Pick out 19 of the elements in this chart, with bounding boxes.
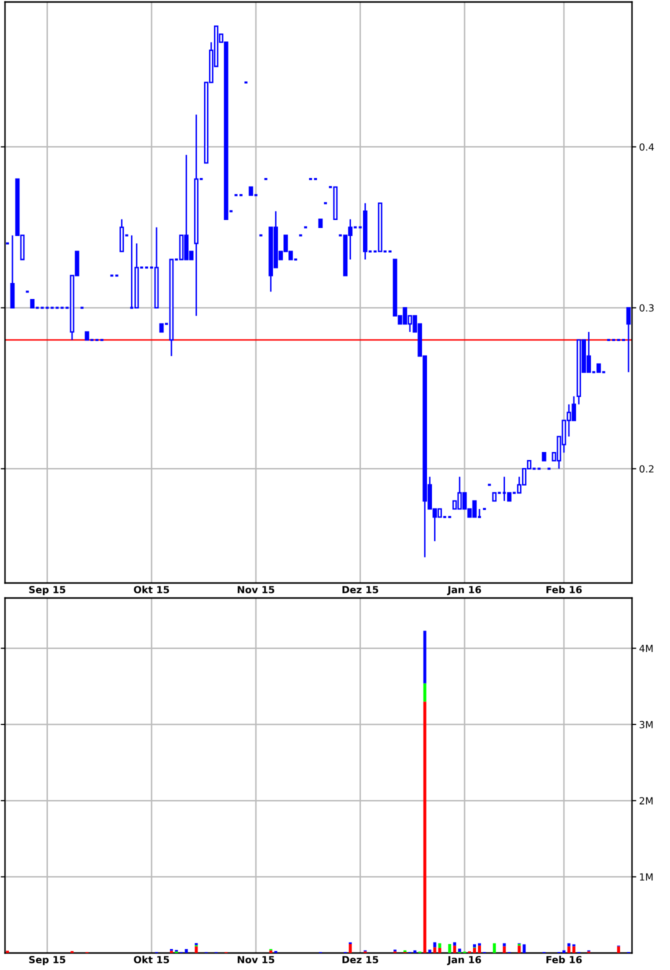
x-tick-label: Dez 15 — [342, 586, 378, 594]
x-tick-label: Sep 15 — [29, 956, 66, 966]
y-tick-label: 4M — [639, 644, 653, 652]
y-tick-label: 0.3 — [640, 304, 654, 312]
x-tick-label: Okt 15 — [134, 956, 170, 964]
y-tick-label: 1M — [640, 873, 653, 881]
y-tick-label: 3M — [640, 720, 653, 728]
x-tick-label: Feb 16 — [546, 956, 582, 964]
x-tick-label: Nov 15 — [238, 586, 274, 594]
x-tick-label: Jan 16 — [447, 586, 482, 596]
y-tick-label: 0.4 — [640, 143, 654, 151]
y-tick-label: 0.2 — [640, 465, 654, 473]
x-tick-label: Jan 16 — [447, 956, 482, 966]
y-tick-label: 2M — [640, 797, 653, 804]
x-tick-label: Sep 15 — [29, 586, 66, 596]
x-tick-label: Nov 15 — [238, 956, 274, 964]
x-tick-label: Okt 15 — [134, 586, 170, 594]
x-tick-label: Dez 15 — [342, 956, 378, 964]
x-tick-label: Feb 16 — [546, 586, 582, 594]
